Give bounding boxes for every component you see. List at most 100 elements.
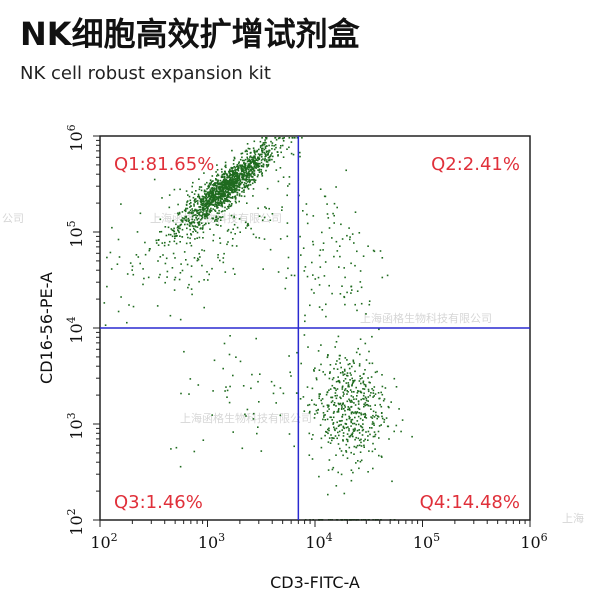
scatter-point [221, 182, 223, 184]
scatter-point [251, 171, 254, 173]
scatter-point [325, 393, 328, 396]
scatter-point [166, 276, 168, 278]
scatter-point [360, 286, 363, 289]
scatter-point [253, 172, 255, 175]
scatter-point [207, 202, 209, 204]
scatter-point [238, 193, 241, 195]
scatter-point [318, 369, 321, 371]
scatter-point [324, 195, 327, 198]
scatter-point [262, 268, 264, 270]
scatter-point [247, 163, 250, 165]
scatter-point [204, 183, 206, 186]
scatter-point [201, 264, 203, 267]
scatter-point [345, 450, 347, 452]
scatter-point [192, 181, 194, 184]
scatter-point [364, 412, 366, 415]
scatter-point [338, 434, 340, 437]
scatter-point [318, 395, 321, 397]
scatter-point [203, 172, 205, 174]
scatter-point [361, 426, 364, 429]
scatter-point [336, 411, 339, 413]
scatter-point [212, 198, 215, 200]
scatter-point [231, 197, 234, 199]
scatter-point [257, 380, 259, 383]
scatter-point [209, 228, 211, 230]
scatter-point [251, 166, 253, 169]
scatter-point [193, 193, 196, 195]
scatter-point [169, 233, 172, 236]
scatter-point [261, 175, 264, 177]
scatter-point [364, 404, 366, 407]
scatter-point [264, 206, 266, 208]
scatter-point [126, 321, 128, 324]
x-axis-title: CD3-FITC-A [270, 573, 360, 592]
scatter-point [177, 225, 179, 227]
scatter-point [371, 427, 373, 429]
scatter-point [252, 233, 255, 236]
scatter-point [244, 158, 247, 161]
scatter-point [189, 228, 191, 231]
scatter-point [381, 417, 384, 420]
scatter-point [388, 438, 390, 440]
scatter-point [378, 437, 380, 439]
scatter-point [205, 190, 207, 193]
scatter-point [265, 137, 267, 139]
scatter-point [304, 314, 306, 317]
scatter-point [233, 223, 236, 226]
scatter-point [187, 217, 190, 220]
scatter-point [187, 212, 189, 214]
scatter-point [198, 178, 200, 180]
scatter-point [360, 413, 363, 416]
scatter-point [196, 259, 199, 262]
scatter-point [309, 304, 311, 307]
scatter-point [349, 238, 351, 241]
scatter-point [203, 215, 206, 218]
scatter-point [257, 426, 259, 428]
scatter-point [233, 157, 236, 160]
scatter-point [196, 203, 199, 205]
scatter-point [199, 209, 201, 211]
scatter-point [247, 184, 250, 186]
scatter-point [240, 195, 243, 197]
scatter-point [248, 158, 251, 161]
scatter-point [252, 418, 255, 420]
scatter-point [395, 424, 398, 427]
scatter-point [254, 152, 256, 154]
scatter-point [193, 222, 196, 224]
scatter-point [343, 404, 346, 407]
scatter-point [347, 384, 350, 386]
scatter-point [260, 161, 263, 164]
scatter-point [165, 234, 168, 237]
scatter-point [335, 397, 338, 400]
scatter-point [351, 377, 353, 380]
scatter-point [231, 181, 234, 183]
scatter-point [279, 387, 282, 389]
scatter-point [236, 164, 239, 166]
scatter-point [230, 170, 232, 173]
scatter-point [216, 186, 218, 188]
scatter-point [350, 433, 353, 436]
scatter-point [228, 207, 230, 209]
scatter-point [320, 344, 322, 346]
scatter-point [350, 374, 352, 376]
scatter-point [211, 188, 213, 191]
scatter-point [311, 399, 313, 401]
scatter-point [312, 240, 314, 243]
scatter-point [361, 429, 364, 432]
scatter-point [320, 363, 322, 366]
scatter-point [209, 204, 211, 206]
scatter-point [185, 242, 188, 245]
scatter-point [241, 166, 244, 168]
scatter-point [223, 176, 226, 179]
scatter-point [331, 419, 333, 421]
scatter-point [131, 269, 133, 271]
scatter-point [221, 171, 223, 173]
scatter-point [235, 175, 237, 178]
scatter-point [287, 185, 289, 187]
scatter-point [129, 262, 132, 264]
scatter-point [327, 428, 329, 431]
scatter-point [245, 167, 247, 169]
scatter-point [203, 213, 206, 215]
scatter-point [290, 375, 292, 377]
scatter-point [331, 378, 334, 381]
